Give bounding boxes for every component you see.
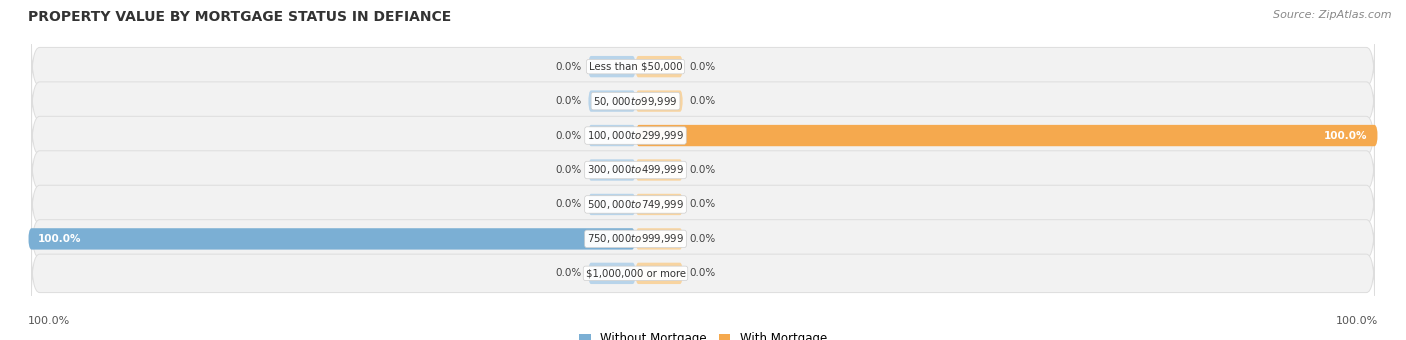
Text: 0.0%: 0.0% [689,268,716,278]
FancyBboxPatch shape [636,90,683,112]
FancyBboxPatch shape [588,263,636,284]
Text: 0.0%: 0.0% [555,131,582,140]
FancyBboxPatch shape [588,90,636,112]
Text: PROPERTY VALUE BY MORTGAGE STATUS IN DEFIANCE: PROPERTY VALUE BY MORTGAGE STATUS IN DEF… [28,10,451,24]
FancyBboxPatch shape [31,251,1375,295]
FancyBboxPatch shape [31,148,1375,192]
Text: 0.0%: 0.0% [555,268,582,278]
Text: 0.0%: 0.0% [689,96,716,106]
Text: $300,000 to $499,999: $300,000 to $499,999 [586,164,685,176]
FancyBboxPatch shape [31,182,1375,226]
Text: 0.0%: 0.0% [689,234,716,244]
Text: 0.0%: 0.0% [555,200,582,209]
Text: $50,000 to $99,999: $50,000 to $99,999 [593,95,678,107]
Text: 100.0%: 100.0% [1336,317,1378,326]
FancyBboxPatch shape [636,159,683,181]
Text: 100.0%: 100.0% [28,317,70,326]
Text: Source: ZipAtlas.com: Source: ZipAtlas.com [1274,10,1392,20]
Text: 0.0%: 0.0% [689,62,716,72]
FancyBboxPatch shape [588,125,636,146]
Text: 100.0%: 100.0% [38,234,82,244]
Text: $500,000 to $749,999: $500,000 to $749,999 [586,198,685,211]
FancyBboxPatch shape [28,228,636,250]
Text: 0.0%: 0.0% [555,62,582,72]
FancyBboxPatch shape [636,263,683,284]
FancyBboxPatch shape [588,56,636,77]
FancyBboxPatch shape [31,217,1375,261]
Text: $750,000 to $999,999: $750,000 to $999,999 [586,233,685,245]
FancyBboxPatch shape [31,45,1375,89]
FancyBboxPatch shape [31,114,1375,158]
Text: 0.0%: 0.0% [555,96,582,106]
Text: Less than $50,000: Less than $50,000 [589,62,682,72]
FancyBboxPatch shape [636,125,1378,146]
FancyBboxPatch shape [588,159,636,181]
Text: $1,000,000 or more: $1,000,000 or more [585,268,686,278]
FancyBboxPatch shape [636,56,683,77]
Text: 0.0%: 0.0% [689,200,716,209]
Text: 0.0%: 0.0% [555,165,582,175]
Text: 100.0%: 100.0% [1324,131,1368,140]
FancyBboxPatch shape [636,228,683,250]
Text: $100,000 to $299,999: $100,000 to $299,999 [586,129,685,142]
Text: 0.0%: 0.0% [689,165,716,175]
FancyBboxPatch shape [588,194,636,215]
FancyBboxPatch shape [31,79,1375,123]
FancyBboxPatch shape [636,194,683,215]
Legend: Without Mortgage, With Mortgage: Without Mortgage, With Mortgage [574,328,832,340]
